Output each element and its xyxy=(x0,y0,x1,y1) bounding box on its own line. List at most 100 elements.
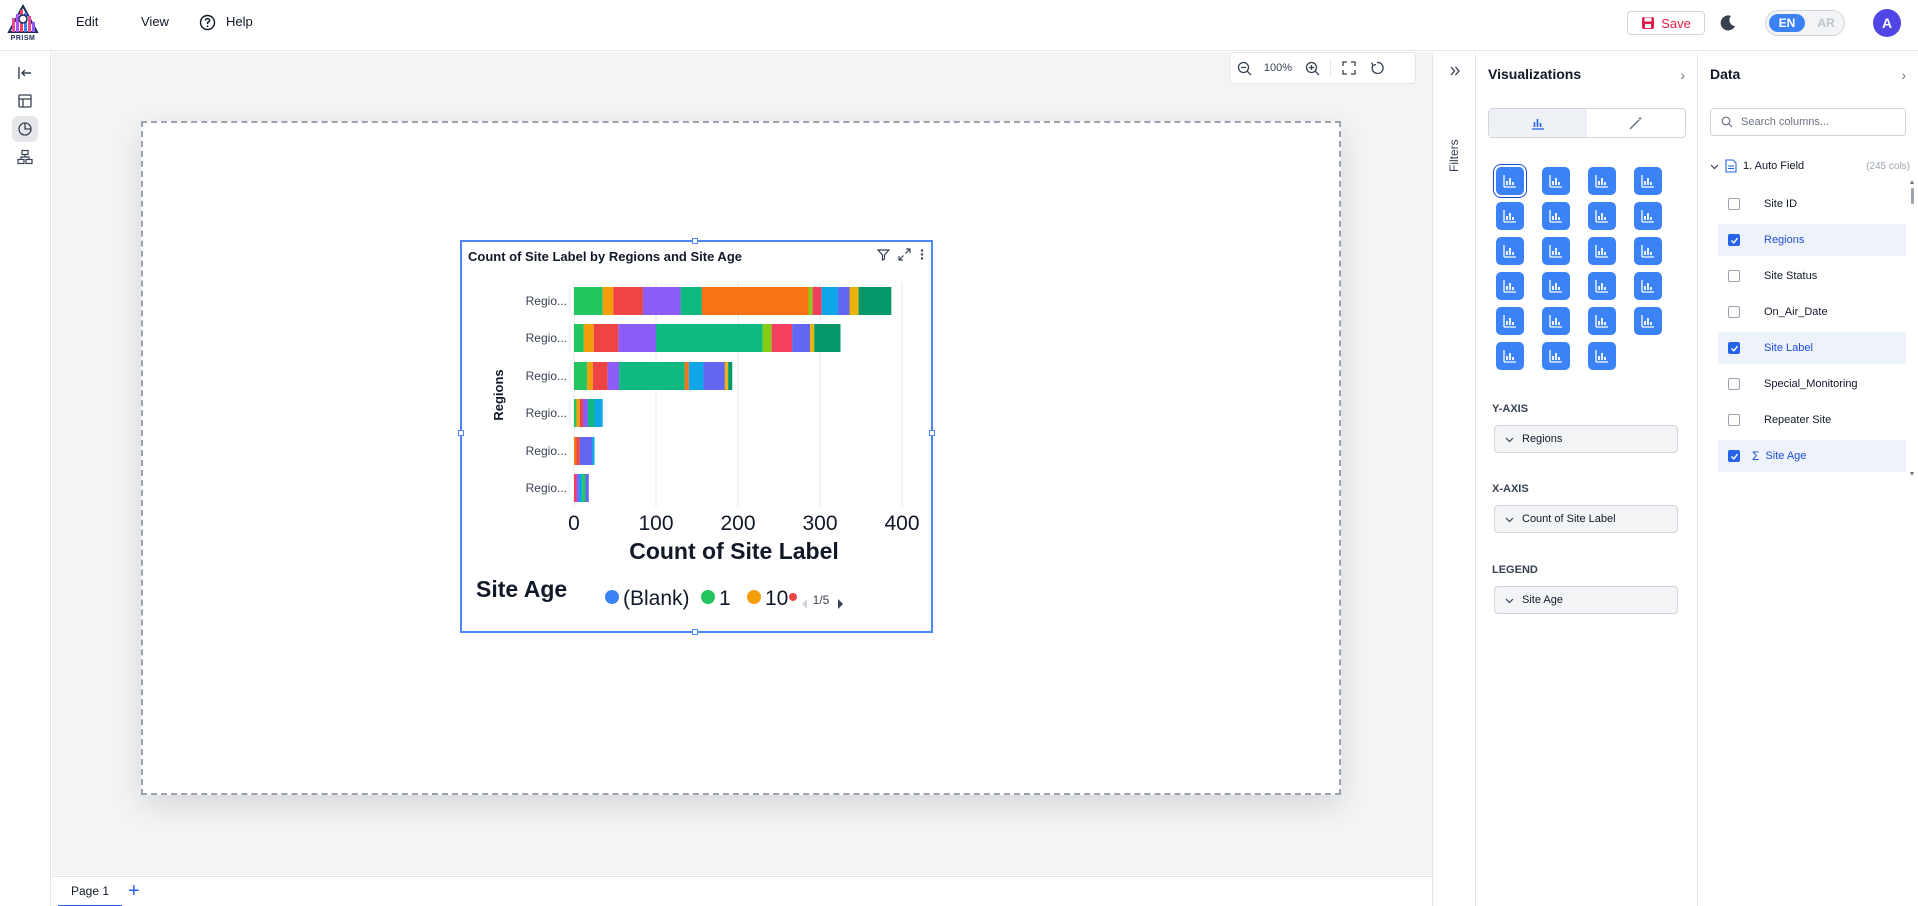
bar-segment[interactable] xyxy=(583,399,588,427)
page-tab-1[interactable]: Page 1 xyxy=(58,877,122,906)
user-avatar[interactable]: A xyxy=(1873,9,1901,37)
bar-segment[interactable] xyxy=(574,474,577,502)
visual-type-icon[interactable] xyxy=(1496,167,1524,195)
column-row[interactable]: On_Air_Date xyxy=(1718,296,1906,328)
chart-visual-card[interactable]: Count of Site Label by Regions and Site … xyxy=(458,238,935,635)
column-row[interactable]: Repeater Site xyxy=(1718,404,1906,436)
bar-segment[interactable] xyxy=(593,324,619,352)
column-checkbox[interactable] xyxy=(1728,342,1740,354)
column-row[interactable]: Regions xyxy=(1718,224,1906,256)
x-axis-field-well[interactable]: Count of Site Label xyxy=(1494,505,1678,533)
visual-type-icon[interactable] xyxy=(1634,307,1662,335)
bar-segment[interactable] xyxy=(688,362,704,390)
bar-segment[interactable] xyxy=(701,287,809,315)
bar-segment[interactable] xyxy=(724,362,729,390)
menu-edit[interactable]: Edit xyxy=(76,14,99,29)
bar-segment[interactable] xyxy=(602,287,614,315)
filters-pane-collapsed[interactable]: Filters xyxy=(1432,52,1476,906)
legend-next-icon[interactable] xyxy=(838,599,843,609)
visual-type-icon[interactable] xyxy=(1542,272,1570,300)
column-row[interactable]: Site Status xyxy=(1718,260,1906,292)
resize-handle-left[interactable] xyxy=(458,430,464,436)
help-icon[interactable] xyxy=(199,14,216,31)
bar-segment[interactable] xyxy=(583,324,594,352)
fit-to-screen-button[interactable] xyxy=(1335,53,1363,83)
visual-type-icon[interactable] xyxy=(1588,202,1616,230)
bar-segment[interactable] xyxy=(576,437,580,465)
visual-type-icon[interactable] xyxy=(1634,272,1662,300)
column-row[interactable]: Site ID xyxy=(1718,188,1906,220)
bar-segment[interactable] xyxy=(821,287,839,315)
bar-segment[interactable] xyxy=(594,399,603,427)
bar-segment[interactable] xyxy=(578,474,583,502)
more-options-icon[interactable] xyxy=(919,248,925,261)
bar-segment[interactable] xyxy=(680,287,702,315)
visual-type-icon[interactable] xyxy=(1496,307,1524,335)
visual-type-icon[interactable] xyxy=(1634,237,1662,265)
column-search-input[interactable] xyxy=(1741,116,1891,128)
column-row[interactable]: Site Label xyxy=(1718,332,1906,364)
lang-en-option[interactable]: EN xyxy=(1769,14,1805,32)
resize-handle-right[interactable] xyxy=(929,430,935,436)
resize-handle-top[interactable] xyxy=(692,238,698,244)
collapse-visualizations-icon[interactable]: › xyxy=(1680,67,1685,83)
bar-segment[interactable] xyxy=(808,287,813,315)
bar-segment[interactable] xyxy=(814,324,841,352)
bar-segment[interactable] xyxy=(703,362,725,390)
legend-item-label[interactable]: 1 xyxy=(719,587,731,610)
dark-mode-icon[interactable] xyxy=(1718,13,1738,33)
column-checkbox[interactable] xyxy=(1728,414,1740,426)
column-row[interactable]: Special_Monitoring xyxy=(1718,368,1906,400)
column-scrollbar[interactable] xyxy=(1910,180,1914,476)
column-row[interactable]: Σ Site Age xyxy=(1718,440,1906,472)
lang-ar-option[interactable]: AR xyxy=(1817,16,1835,30)
bar-segment[interactable] xyxy=(613,287,643,315)
legend-prev-icon[interactable] xyxy=(802,599,807,609)
bar-segment[interactable] xyxy=(728,362,733,390)
add-page-button[interactable]: + xyxy=(128,880,140,902)
bar-segment[interactable] xyxy=(585,474,589,502)
bar-segment[interactable] xyxy=(576,474,579,502)
bar-segment[interactable] xyxy=(619,362,685,390)
visual-type-icon[interactable] xyxy=(1588,342,1616,370)
bar-segment[interactable] xyxy=(618,324,656,352)
scrollbar-thumb[interactable] xyxy=(1911,188,1914,204)
legend-field-well[interactable]: Site Age xyxy=(1494,586,1678,614)
bar-segment[interactable] xyxy=(771,324,793,352)
expand-icon[interactable] xyxy=(898,248,911,261)
filter-icon[interactable] xyxy=(877,248,890,261)
tab-format-visual[interactable] xyxy=(1587,109,1685,137)
bar-segment[interactable] xyxy=(587,399,595,427)
bar-segment[interactable] xyxy=(812,287,822,315)
zoom-in-button[interactable] xyxy=(1298,53,1326,83)
bar-segment[interactable] xyxy=(592,437,595,465)
column-checkbox[interactable] xyxy=(1728,450,1740,462)
expand-filters-icon[interactable] xyxy=(1450,66,1460,76)
column-checkbox[interactable] xyxy=(1728,306,1740,318)
visual-type-icon[interactable] xyxy=(1634,167,1662,195)
visual-type-icon[interactable] xyxy=(1542,167,1570,195)
column-checkbox[interactable] xyxy=(1728,270,1740,282)
bar-segment[interactable] xyxy=(858,287,892,315)
collapse-data-icon[interactable]: › xyxy=(1901,67,1906,83)
column-checkbox[interactable] xyxy=(1728,378,1740,390)
language-toggle[interactable]: EN AR xyxy=(1765,10,1845,36)
column-checkbox[interactable] xyxy=(1728,234,1740,246)
visual-type-icon[interactable] xyxy=(1588,272,1616,300)
visual-type-icon[interactable] xyxy=(1588,307,1616,335)
visual-type-icon[interactable] xyxy=(1588,237,1616,265)
bar-segment[interactable] xyxy=(576,399,580,427)
legend-item-label[interactable]: 10 xyxy=(765,587,788,610)
rail-model-button[interactable] xyxy=(12,144,38,170)
tab-build-visual[interactable] xyxy=(1489,109,1587,137)
bar-segment[interactable] xyxy=(684,362,689,390)
legend-item-label[interactable]: (Blank) xyxy=(623,587,690,610)
visual-type-icon[interactable] xyxy=(1496,272,1524,300)
visual-type-icon[interactable] xyxy=(1542,307,1570,335)
visual-type-icon[interactable] xyxy=(1496,202,1524,230)
visual-type-icon[interactable] xyxy=(1634,202,1662,230)
bar-segment[interactable] xyxy=(579,437,593,465)
resize-handle-bottom[interactable] xyxy=(692,629,698,635)
bar-segment[interactable] xyxy=(579,399,584,427)
bar-segment[interactable] xyxy=(810,324,815,352)
